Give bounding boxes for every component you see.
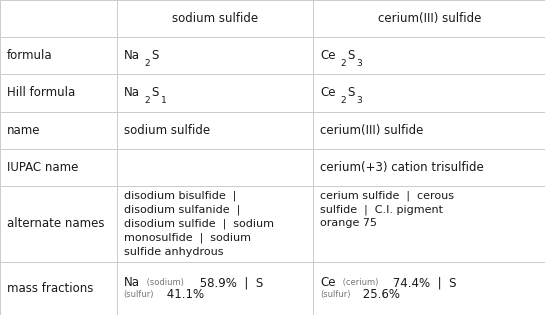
Text: IUPAC name: IUPAC name: [7, 161, 78, 174]
Bar: [313, 186, 545, 262]
Bar: [0, 149, 117, 186]
Text: (sulfur): (sulfur): [320, 290, 350, 299]
Text: 2: 2: [340, 59, 346, 68]
Text: mass fractions: mass fractions: [7, 282, 93, 295]
Text: Na: Na: [124, 49, 140, 62]
Text: disodium bisulfide  |
disodium sulfanide  |
disodium sulfide  |  sodium
monosulf: disodium bisulfide | disodium sulfanide …: [124, 190, 274, 257]
Text: 2: 2: [144, 96, 150, 105]
Text: 25.6%: 25.6%: [359, 288, 400, 301]
Text: S: S: [152, 86, 159, 100]
Bar: [117, 0, 313, 37]
Text: 58.9%  |  S: 58.9% | S: [196, 276, 263, 289]
Text: (cerium): (cerium): [340, 278, 378, 287]
Bar: [313, 112, 545, 149]
Text: 1: 1: [161, 96, 167, 105]
Text: S: S: [347, 49, 355, 62]
Bar: [117, 112, 313, 149]
Text: Ce: Ce: [320, 276, 335, 289]
Bar: [313, 149, 545, 186]
Text: sodium sulfide: sodium sulfide: [124, 123, 210, 137]
Text: cerium(III) sulfide: cerium(III) sulfide: [378, 12, 481, 25]
Text: cerium(+3) cation trisulfide: cerium(+3) cation trisulfide: [320, 161, 483, 174]
Bar: [0, 262, 117, 315]
Bar: [117, 149, 313, 186]
Text: Hill formula: Hill formula: [7, 86, 75, 100]
Bar: [313, 262, 545, 315]
Bar: [0, 186, 117, 262]
Text: (sulfur): (sulfur): [124, 290, 154, 299]
Text: S: S: [152, 49, 159, 62]
Text: cerium sulfide  |  cerous
sulfide  |  C.I. pigment
orange 75: cerium sulfide | cerous sulfide | C.I. p…: [320, 190, 454, 228]
Text: 2: 2: [144, 59, 150, 68]
Text: (sodium): (sodium): [144, 278, 184, 287]
Bar: [313, 37, 545, 74]
Bar: [0, 112, 117, 149]
Text: 3: 3: [356, 96, 362, 105]
Text: sodium sulfide: sodium sulfide: [172, 12, 258, 25]
Bar: [117, 74, 313, 112]
Bar: [0, 74, 117, 112]
Bar: [0, 37, 117, 74]
Bar: [0, 0, 117, 37]
Bar: [117, 37, 313, 74]
Text: S: S: [347, 86, 355, 100]
Text: Na: Na: [124, 86, 140, 100]
Bar: [117, 262, 313, 315]
Text: Ce: Ce: [320, 86, 335, 100]
Text: Na: Na: [124, 276, 140, 289]
Text: alternate names: alternate names: [7, 217, 104, 231]
Text: Ce: Ce: [320, 49, 335, 62]
Text: cerium(III) sulfide: cerium(III) sulfide: [320, 123, 423, 137]
Text: 2: 2: [340, 96, 346, 105]
Bar: [313, 74, 545, 112]
Text: 74.4%  |  S: 74.4% | S: [390, 276, 457, 289]
Text: 3: 3: [356, 59, 362, 68]
Text: formula: formula: [7, 49, 52, 62]
Text: 41.1%: 41.1%: [163, 288, 204, 301]
Bar: [313, 0, 545, 37]
Text: name: name: [7, 123, 40, 137]
Bar: [117, 186, 313, 262]
